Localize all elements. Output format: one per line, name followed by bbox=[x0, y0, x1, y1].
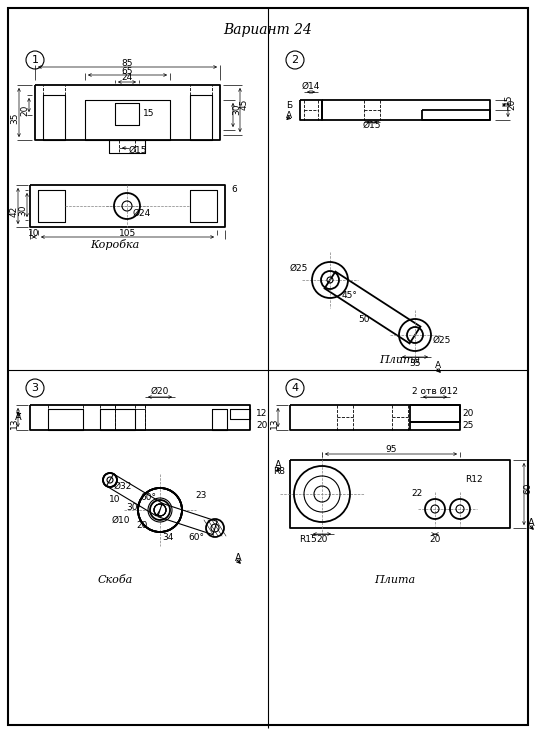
Text: 25: 25 bbox=[462, 421, 473, 430]
Text: 15: 15 bbox=[143, 109, 154, 119]
Text: 35: 35 bbox=[11, 112, 19, 124]
Polygon shape bbox=[158, 504, 217, 534]
Text: 3: 3 bbox=[32, 383, 39, 393]
Text: А: А bbox=[286, 111, 292, 119]
Text: 30: 30 bbox=[19, 205, 27, 216]
Text: 60°: 60° bbox=[188, 534, 204, 542]
Text: R12: R12 bbox=[465, 476, 482, 485]
Text: 13: 13 bbox=[10, 418, 19, 429]
Text: 6: 6 bbox=[231, 185, 237, 194]
Text: 20: 20 bbox=[20, 105, 29, 117]
Text: 45°: 45° bbox=[342, 292, 358, 301]
Text: 20: 20 bbox=[462, 408, 473, 418]
Text: 4: 4 bbox=[292, 383, 299, 393]
Text: А: А bbox=[16, 412, 22, 422]
Text: Ø15: Ø15 bbox=[363, 120, 381, 130]
Text: Ø15: Ø15 bbox=[129, 145, 147, 155]
Polygon shape bbox=[325, 272, 420, 343]
Text: 24: 24 bbox=[121, 73, 132, 83]
Text: 30: 30 bbox=[126, 504, 138, 512]
Text: 34: 34 bbox=[162, 534, 174, 542]
Text: Ø25: Ø25 bbox=[433, 336, 451, 345]
Text: 60°: 60° bbox=[140, 493, 156, 503]
Text: Б: Б bbox=[286, 100, 292, 109]
Text: 15: 15 bbox=[503, 94, 512, 105]
Text: 20: 20 bbox=[429, 536, 441, 545]
Text: А: А bbox=[276, 460, 282, 470]
Text: Плита: Плита bbox=[379, 355, 421, 365]
Text: 60: 60 bbox=[524, 482, 532, 494]
Text: 95: 95 bbox=[385, 446, 397, 454]
Text: Ø32: Ø32 bbox=[114, 482, 132, 490]
Text: R15: R15 bbox=[299, 536, 317, 545]
Text: 10: 10 bbox=[28, 229, 40, 237]
Text: 35: 35 bbox=[410, 358, 421, 367]
Text: 13: 13 bbox=[270, 418, 279, 429]
Text: 2 отв Ø12: 2 отв Ø12 bbox=[412, 386, 458, 396]
Text: Вариант 24: Вариант 24 bbox=[224, 23, 312, 37]
Text: 20: 20 bbox=[256, 421, 267, 430]
Text: Плита: Плита bbox=[375, 575, 415, 585]
Text: 65: 65 bbox=[122, 67, 133, 75]
Text: 85: 85 bbox=[122, 59, 133, 67]
Text: 20: 20 bbox=[137, 520, 148, 529]
Text: 20: 20 bbox=[508, 99, 517, 110]
Polygon shape bbox=[107, 474, 163, 516]
Text: Скоба: Скоба bbox=[98, 575, 132, 585]
Text: 10: 10 bbox=[109, 496, 121, 504]
Text: 45: 45 bbox=[240, 99, 249, 110]
Text: R8: R8 bbox=[273, 468, 285, 476]
Text: Ø25: Ø25 bbox=[289, 263, 308, 273]
Text: 30: 30 bbox=[233, 103, 242, 115]
Text: 1: 1 bbox=[32, 55, 39, 65]
Text: А: А bbox=[528, 518, 534, 528]
Text: Ø24: Ø24 bbox=[133, 208, 151, 218]
Text: 23: 23 bbox=[195, 490, 206, 499]
Text: 20: 20 bbox=[316, 536, 327, 545]
Text: Ø14: Ø14 bbox=[302, 81, 320, 90]
Text: Ø20: Ø20 bbox=[151, 386, 169, 396]
Text: А: А bbox=[235, 553, 242, 563]
Text: Коробка: Коробка bbox=[91, 240, 139, 251]
Text: А: А bbox=[435, 361, 441, 369]
Text: 42: 42 bbox=[10, 206, 19, 217]
Text: 105: 105 bbox=[119, 229, 136, 237]
Text: Ø10: Ø10 bbox=[111, 515, 130, 525]
Text: 12: 12 bbox=[256, 408, 267, 418]
Text: 2: 2 bbox=[292, 55, 299, 65]
Text: 22: 22 bbox=[412, 490, 423, 498]
Text: 50: 50 bbox=[359, 315, 370, 324]
